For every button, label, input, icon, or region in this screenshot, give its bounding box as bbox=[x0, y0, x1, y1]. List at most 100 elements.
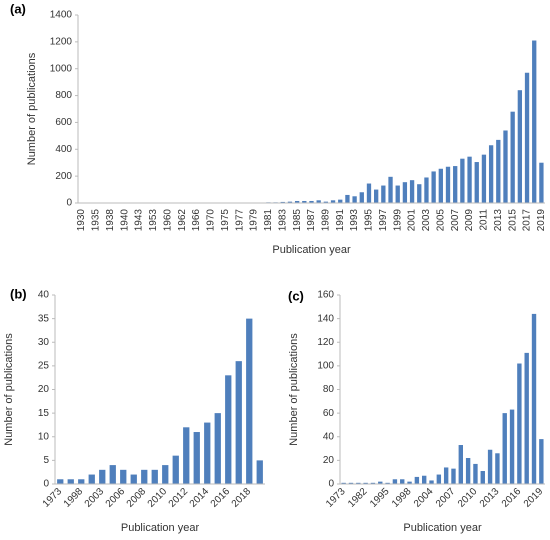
bar bbox=[374, 189, 379, 203]
y-tick-label: 30 bbox=[38, 337, 50, 348]
bar bbox=[341, 482, 346, 484]
panel-label: (a) bbox=[10, 1, 26, 16]
bar bbox=[385, 482, 390, 484]
bar bbox=[451, 468, 456, 484]
y-tick-label: 160 bbox=[317, 290, 334, 301]
x-tick-label: 2005 bbox=[435, 209, 446, 232]
bar bbox=[316, 200, 321, 203]
x-tick-label: 2019 bbox=[522, 486, 546, 510]
bar bbox=[345, 194, 350, 203]
x-tick-label: 1982 bbox=[346, 486, 370, 510]
bar bbox=[309, 200, 314, 203]
bar bbox=[503, 130, 508, 203]
bar bbox=[436, 474, 442, 484]
x-axis-title: Publication year bbox=[121, 522, 200, 534]
x-tick-label: 2006 bbox=[104, 486, 128, 510]
y-tick-label: 10 bbox=[38, 431, 50, 442]
x-tick-label: 1940 bbox=[119, 209, 130, 232]
y-tick-label: 1200 bbox=[50, 36, 73, 47]
x-tick-label: 2016 bbox=[209, 486, 233, 510]
bar bbox=[400, 479, 405, 484]
bar bbox=[395, 185, 400, 203]
bar bbox=[524, 72, 530, 203]
x-tick-label: 1997 bbox=[378, 209, 389, 232]
x-tick-label: 1989 bbox=[321, 209, 332, 232]
bar bbox=[162, 465, 169, 484]
bar bbox=[402, 182, 408, 203]
x-tick-label: 2003 bbox=[83, 486, 107, 510]
bar bbox=[431, 171, 436, 203]
x-tick-label: 1938 bbox=[105, 209, 116, 232]
x-tick-label: 2019 bbox=[536, 209, 547, 232]
x-tick-label: 1930 bbox=[76, 209, 87, 232]
x-tick-label: 1962 bbox=[177, 209, 188, 232]
bar bbox=[338, 199, 343, 203]
panel-label: (c) bbox=[288, 288, 304, 303]
bar bbox=[352, 196, 357, 203]
bar bbox=[193, 432, 200, 484]
y-tick-label: 100 bbox=[317, 361, 334, 372]
bar bbox=[204, 422, 211, 484]
bar bbox=[330, 200, 336, 203]
bar bbox=[438, 168, 443, 203]
bar bbox=[422, 475, 427, 484]
bar bbox=[392, 479, 398, 484]
x-tick-label: 1998 bbox=[390, 486, 414, 510]
y-tick-label: 15 bbox=[38, 408, 50, 419]
x-tick-label: 1975 bbox=[220, 209, 231, 232]
bar bbox=[407, 481, 412, 484]
bar bbox=[510, 111, 515, 203]
bar bbox=[359, 192, 364, 203]
y-tick-label: 800 bbox=[55, 90, 72, 101]
x-tick-label: 2007 bbox=[450, 209, 461, 232]
y-tick-label: 1000 bbox=[50, 63, 73, 74]
bar bbox=[280, 201, 285, 203]
y-tick-label: 120 bbox=[317, 337, 334, 348]
bar bbox=[348, 482, 354, 484]
bar bbox=[109, 465, 116, 484]
bar bbox=[294, 200, 300, 203]
bar bbox=[429, 480, 434, 484]
bar bbox=[414, 476, 420, 484]
bar bbox=[443, 467, 449, 484]
x-tick-label: 1987 bbox=[306, 209, 317, 232]
x-axis-title: Publication year bbox=[272, 244, 351, 256]
x-axis-title: Publication year bbox=[403, 522, 482, 534]
bar bbox=[88, 474, 95, 484]
x-tick-label: 1983 bbox=[277, 209, 288, 232]
bar bbox=[235, 361, 242, 484]
y-tick-label: 40 bbox=[38, 290, 50, 301]
x-tick-label: 2010 bbox=[456, 486, 480, 510]
bar bbox=[99, 469, 106, 484]
y-tick-label: 0 bbox=[66, 198, 72, 209]
bar bbox=[417, 184, 422, 203]
bar bbox=[460, 158, 465, 203]
y-tick-label: 20 bbox=[38, 384, 50, 395]
x-tick-label: 1977 bbox=[234, 209, 245, 232]
bar bbox=[183, 427, 190, 484]
bar bbox=[141, 469, 148, 484]
y-axis-title: Number of publications bbox=[3, 333, 15, 446]
y-tick-label: 60 bbox=[323, 408, 335, 419]
bar bbox=[458, 445, 463, 484]
y-tick-label: 0 bbox=[328, 479, 334, 490]
bar bbox=[409, 180, 415, 203]
bar bbox=[473, 463, 478, 484]
bar bbox=[356, 482, 361, 484]
y-tick-label: 20 bbox=[323, 455, 335, 466]
y-tick-label: 140 bbox=[317, 313, 334, 324]
bar bbox=[323, 201, 329, 203]
x-tick-label: 1935 bbox=[91, 209, 102, 232]
bar bbox=[488, 145, 494, 203]
x-tick-label: 1966 bbox=[191, 209, 202, 232]
bar bbox=[381, 185, 386, 203]
bar bbox=[445, 166, 451, 203]
bar bbox=[524, 352, 529, 484]
bar bbox=[517, 363, 522, 484]
bar bbox=[465, 458, 471, 484]
x-tick-label: 1999 bbox=[392, 209, 403, 232]
bar bbox=[246, 318, 253, 484]
bar bbox=[509, 409, 515, 484]
y-tick-label: 0 bbox=[43, 479, 49, 490]
bar bbox=[495, 453, 500, 484]
